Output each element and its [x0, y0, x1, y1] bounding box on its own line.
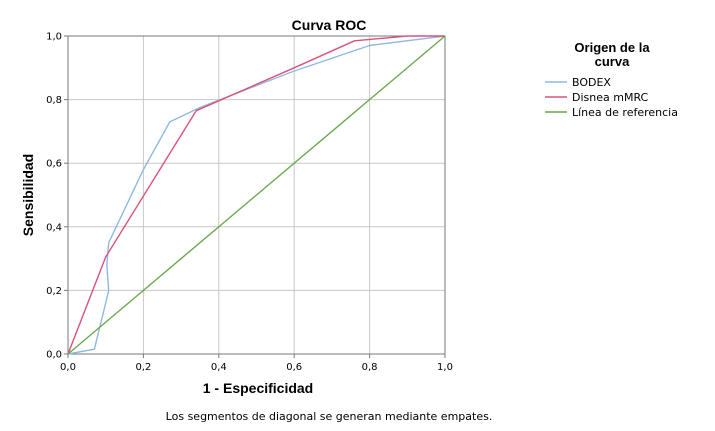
x-tick-label-1: 0,2 — [135, 362, 151, 373]
x-tick-label-2: 0,4 — [211, 362, 227, 373]
y-tick-label-3: 0,6 — [46, 159, 62, 170]
x-axis-title: 1 - Especificidad — [203, 380, 313, 396]
y-tick-label-1: 0,2 — [46, 286, 62, 297]
y-tick-label-5: 1,0 — [46, 32, 62, 43]
chart-title: Curva ROC — [292, 17, 367, 33]
legend-label-linea-de-referencia: Línea de referencia — [572, 106, 678, 119]
plot-frame — [67, 35, 446, 355]
y-axis-title: Sensibilidad — [20, 154, 36, 236]
x-tick-label-4: 0,8 — [362, 362, 378, 373]
y-tick-label-0: 0,0 — [46, 350, 62, 361]
footnote: Los segmentos de diagonal se generan med… — [166, 410, 493, 423]
x-tick-label-5: 1,0 — [437, 362, 453, 373]
x-tick-label-3: 0,6 — [286, 362, 302, 373]
legend-title-line-2: curva — [595, 54, 630, 69]
tick-labels: 0,00,0 0,2 0,2 0,4 0,4 0,6 0,6 0,8 0,8 1,0 1,0 — [46, 32, 453, 374]
legend-label-disnea-mmrc: Disnea mMRC — [572, 91, 649, 104]
series-group — [67, 35, 446, 355]
series-line-bodex — [67, 35, 446, 355]
series-line-linea-de-referencia — [67, 35, 446, 355]
y-tick-label-2: 0,4 — [46, 222, 62, 233]
legend: Origen de la curva BODEX Disnea mMRC Línea… — [545, 40, 678, 119]
legend-label-bodex: BODEX — [572, 76, 611, 89]
x-tick-label-0: 0,0 — [60, 362, 76, 373]
series-line-disnea-mmrc — [67, 35, 445, 355]
legend-title-line-1: Origen de la — [574, 40, 650, 55]
y-tick-label-4: 0,8 — [46, 95, 62, 106]
legend-items: BODEX Disnea mMRC Línea de referencia — [545, 76, 678, 119]
